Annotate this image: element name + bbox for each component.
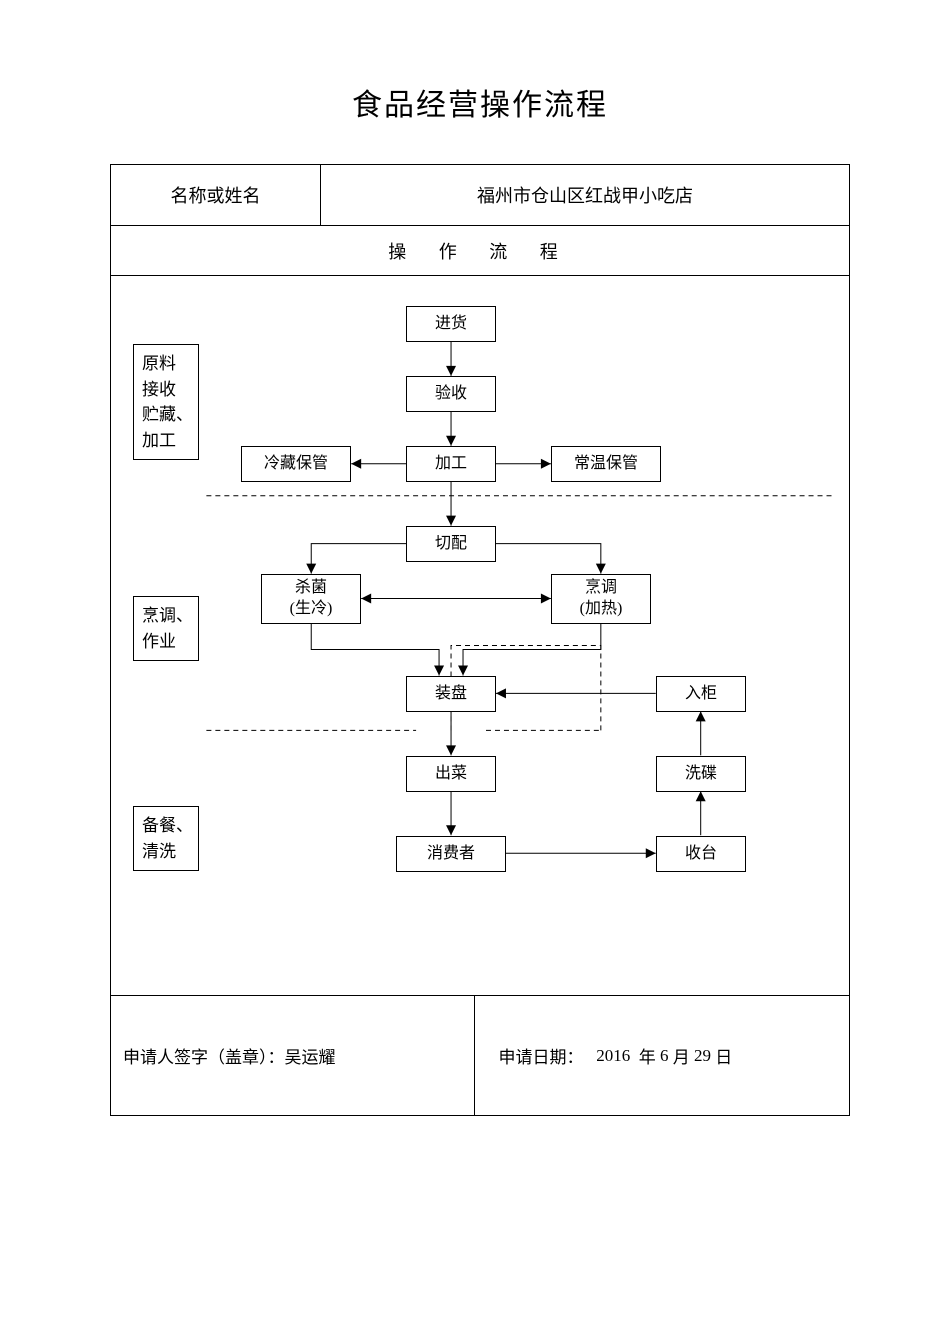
node-n_leng: 冷藏保管 [241, 446, 351, 482]
side-label-s2: 烹调、 作业 [133, 596, 199, 661]
node-n_xiao: 消费者 [396, 836, 506, 872]
node-n_shou: 收台 [656, 836, 746, 872]
side-label-s3: 备餐、 清洗 [133, 806, 199, 871]
node-n_chu: 出菜 [406, 756, 496, 792]
year-unit: 年 [639, 1043, 656, 1068]
node-n_peng: 烹调 (加热) [551, 574, 651, 624]
day-unit: 日 [715, 1043, 732, 1068]
node-n_qie: 切配 [406, 526, 496, 562]
signature-label: 申请人签字（盖章）： [123, 1043, 285, 1068]
flowchart-canvas: 原料 接收 贮藏、 加工烹调、 作业备餐、 清洗 进货验收加工 冷藏保管 常温保管切配… [111, 275, 849, 995]
header-row: 名称或姓名 福州市仓山区红战甲小吃店 [111, 165, 849, 225]
side-label-s1: 原料 接收 贮藏、 加工 [133, 344, 199, 460]
form-table: 名称或姓名 福州市仓山区红战甲小吃店 操 作 流 程 原料 接收 贮藏、 加工烹… [110, 164, 850, 1116]
page-title: 食品经营操作流程 [110, 80, 850, 124]
section-label: 操 作 流 程 [111, 225, 849, 275]
month-unit: 月 [673, 1043, 690, 1068]
signature-cell: 申请人签字（盖章）： 吴运耀 [111, 996, 475, 1115]
node-n_yan: 验收 [406, 376, 496, 412]
node-n_jin: 进货 [406, 306, 496, 342]
node-n_jia: 加工 [406, 446, 496, 482]
footer-row: 申请人签字（盖章）： 吴运耀 申请日期： 2016 年 6 月 29 日 [111, 995, 849, 1115]
page: 食品经营操作流程 名称或姓名 福州市仓山区红战甲小吃店 操 作 流 程 原料 接… [110, 80, 850, 1116]
node-n_sha: 杀菌 (生冷) [261, 574, 361, 624]
node-n_xidie: 洗碟 [656, 756, 746, 792]
date-cell: 申请日期： 2016 年 6 月 29 日 [475, 996, 850, 1115]
name-value: 福州市仓山区红战甲小吃店 [321, 165, 849, 225]
date-month: 6 [660, 1046, 669, 1066]
node-n_zhuang: 装盘 [406, 676, 496, 712]
date-day: 29 [694, 1046, 711, 1066]
node-n_rugui: 入柜 [656, 676, 746, 712]
node-n_chang: 常温保管 [551, 446, 661, 482]
signature-name: 吴运耀 [285, 1043, 336, 1068]
date-label: 申请日期： [499, 1043, 584, 1068]
name-label: 名称或姓名 [111, 165, 321, 225]
date-year: 2016 [596, 1046, 630, 1066]
